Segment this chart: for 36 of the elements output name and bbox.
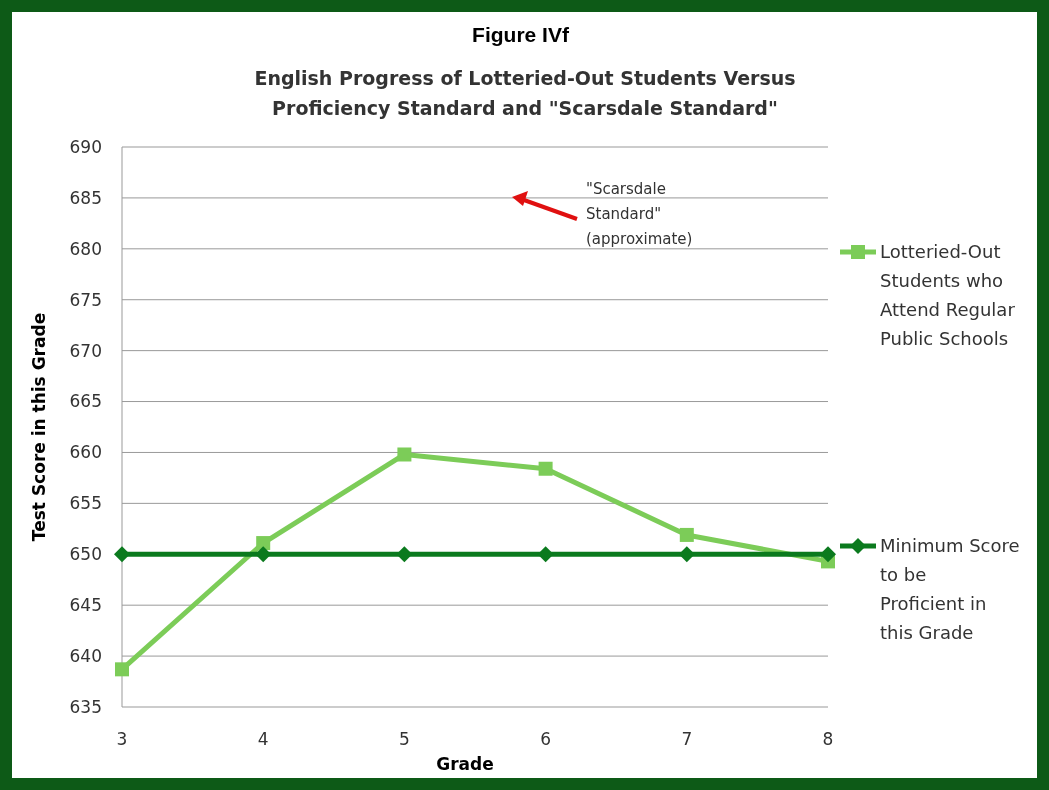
x-tick-label: 4 [257, 729, 269, 749]
y-tick-label: 640 [69, 646, 102, 667]
y-tick-label: 685 [69, 187, 102, 208]
x-axis-title: Grade [436, 754, 494, 774]
point [115, 662, 129, 677]
y-tick-label: 645 [69, 595, 102, 616]
y-axis-title: Test Score in this Grade [29, 312, 49, 542]
legend-label: Lotteried-Out Students who Attend Regular Public Schools [880, 241, 1016, 349]
point [255, 546, 272, 563]
point [114, 546, 130, 563]
point [679, 527, 694, 542]
x-tick-label: 5 [398, 729, 410, 749]
point [820, 546, 836, 563]
annotation: "Scarsdale Standard" (approximate) [586, 180, 693, 248]
point [537, 546, 554, 563]
x-tick-label: 8 [822, 729, 834, 749]
legend-label: Minimum Score to be Proficient in this Grade [880, 535, 1020, 643]
y-tick-label: 690 [69, 136, 102, 157]
x-tick-label: 6 [540, 729, 552, 749]
y-tick-label: 680 [69, 238, 102, 259]
point [538, 461, 553, 476]
y-tick-label: 635 [69, 696, 102, 717]
y-tick-label: 650 [69, 544, 102, 565]
y-tick-label: 665 [69, 391, 102, 412]
x-tick-label: 7 [681, 729, 693, 749]
point [397, 447, 412, 462]
point [678, 546, 695, 563]
x-tick-label: 3 [116, 729, 128, 749]
y-tick-label: 670 [69, 340, 102, 361]
chart-subtitle: English Progress of Lotteried-Out Students Versus Proficiency Standard and "Scarsdale Standard" [254, 67, 796, 119]
y-tick-label: 655 [69, 493, 102, 514]
point [256, 536, 271, 551]
chart-title: Figure IVf [472, 23, 570, 46]
y-tick-label: 675 [69, 289, 102, 310]
point [396, 546, 413, 563]
y-tick-label: 660 [69, 442, 102, 463]
